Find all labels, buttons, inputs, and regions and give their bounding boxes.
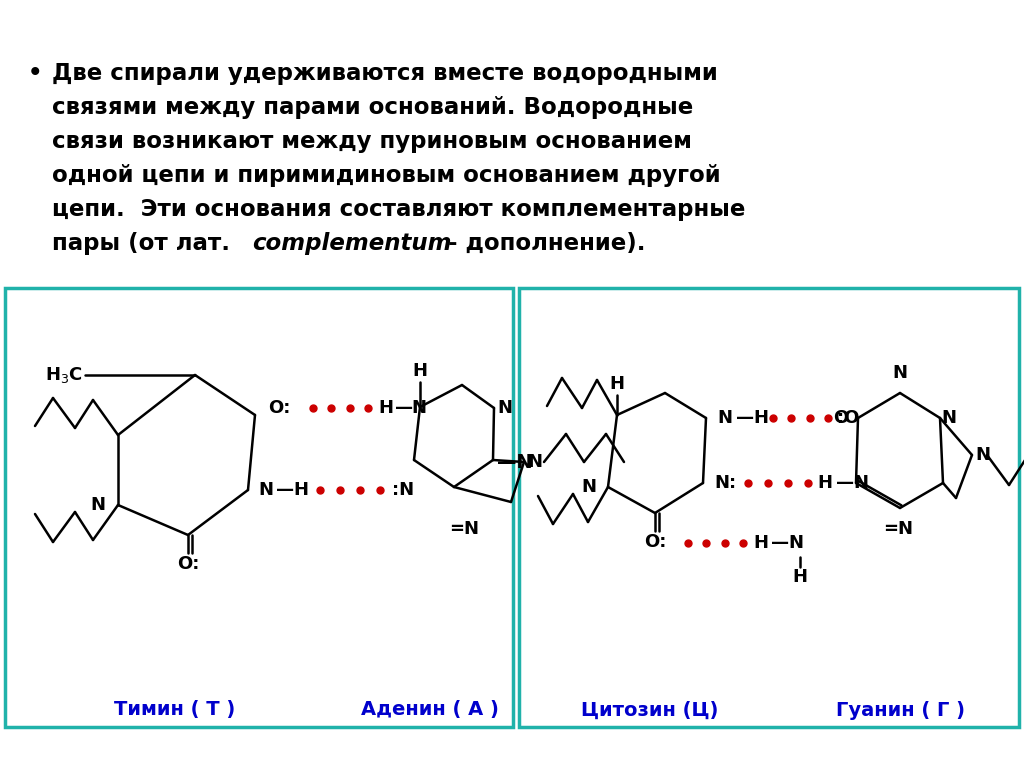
- Text: Тимин ( Т ): Тимин ( Т ): [115, 700, 236, 719]
- Text: O:: O:: [268, 399, 291, 417]
- Text: O:: O:: [177, 555, 200, 573]
- Text: H: H: [753, 409, 768, 427]
- Text: N: N: [411, 399, 426, 417]
- Text: O: O: [833, 409, 848, 427]
- Text: H: H: [753, 534, 768, 552]
- Text: •: •: [28, 62, 43, 85]
- Text: N: N: [581, 478, 596, 496]
- Text: —: —: [736, 409, 754, 427]
- Text: N: N: [497, 399, 512, 417]
- Bar: [5, 288, 513, 727]
- Text: H: H: [293, 481, 308, 499]
- Text: H: H: [793, 568, 808, 586]
- Text: одной цепи и пиримидиновым основанием другой: одной цепи и пиримидиновым основанием др…: [52, 164, 721, 187]
- Text: N:: N:: [714, 474, 736, 492]
- Text: Аденин ( А ): Аденин ( А ): [361, 700, 499, 719]
- Text: N: N: [788, 534, 803, 552]
- Text: :O: :O: [837, 409, 859, 427]
- Text: —: —: [395, 399, 413, 417]
- Text: Цитозин (Ц): Цитозин (Ц): [582, 700, 719, 719]
- Text: N: N: [893, 364, 907, 382]
- Text: связи возникают между пуриновым основанием: связи возникают между пуриновым основани…: [52, 130, 692, 153]
- Text: N: N: [717, 409, 732, 427]
- Text: H$_3$C: H$_3$C: [45, 365, 83, 385]
- Text: Две спирали удерживаются вместе водородными: Две спирали удерживаются вместе водородн…: [52, 62, 718, 85]
- Text: O:: O:: [644, 533, 667, 551]
- Text: —: —: [771, 534, 790, 552]
- Text: H: H: [378, 399, 393, 417]
- Text: цепи.  Эти основания составляют комплементарные: цепи. Эти основания составляют комплемен…: [52, 198, 745, 221]
- Text: H: H: [817, 474, 831, 492]
- Text: H: H: [609, 375, 625, 393]
- Text: complementum: complementum: [252, 232, 452, 255]
- Text: пары (от лат.: пары (от лат.: [52, 232, 238, 255]
- Text: - дополнение).: - дополнение).: [440, 232, 645, 255]
- Text: N: N: [90, 496, 105, 514]
- Text: :N: :N: [392, 481, 414, 499]
- Text: =N: =N: [449, 520, 479, 538]
- Text: H: H: [413, 362, 427, 380]
- Text: Гуанин ( Г ): Гуанин ( Г ): [836, 700, 965, 719]
- Text: N: N: [941, 409, 956, 427]
- Bar: [519, 288, 1019, 727]
- Text: —: —: [836, 474, 854, 492]
- Text: N: N: [258, 481, 273, 499]
- Text: N: N: [975, 446, 990, 464]
- Text: N: N: [527, 453, 542, 471]
- Text: —N: —N: [497, 453, 532, 472]
- Text: N: N: [853, 474, 868, 492]
- Text: —: —: [276, 481, 294, 499]
- Text: =N: =N: [883, 520, 913, 538]
- Text: связями между парами оснований. Водородные: связями между парами оснований. Водородн…: [52, 96, 693, 119]
